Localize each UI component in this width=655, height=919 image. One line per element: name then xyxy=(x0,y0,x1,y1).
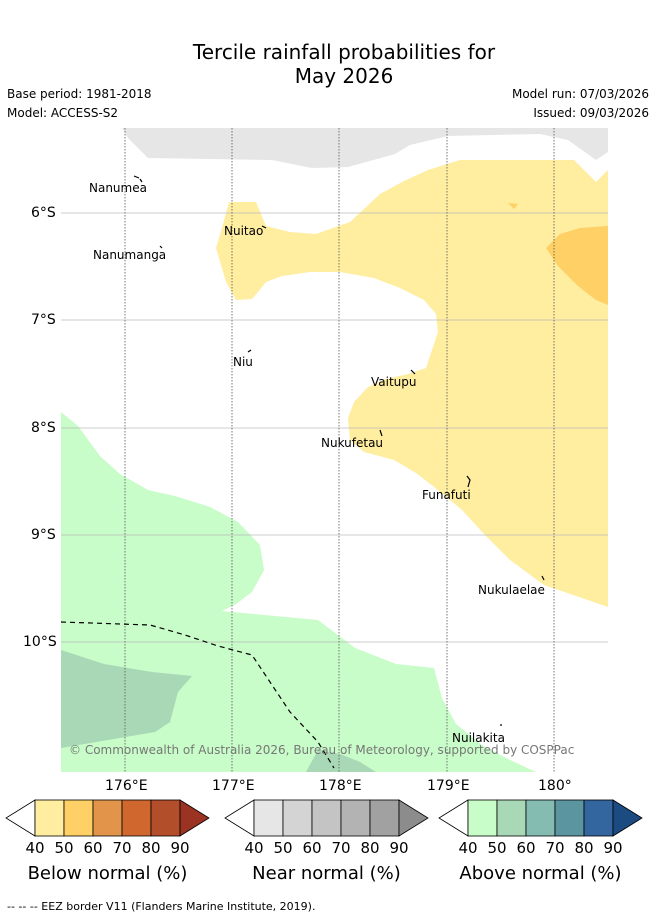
cb-near-tick: 40 xyxy=(244,839,264,857)
cb-near-tick: 80 xyxy=(360,839,380,857)
island-nuitao xyxy=(261,225,267,229)
lat-tick-9s: 9°S xyxy=(31,527,56,543)
cb-above-seg-2 xyxy=(496,799,527,837)
lat-tick-8s: 8°S xyxy=(31,420,56,436)
eez-legend-note: -- -- -- EEZ border V11 (Flanders Marine… xyxy=(7,900,316,913)
cb-below-label: Below normal (%) xyxy=(27,863,188,884)
copyright-notice: © Commonwealth of Australia 2026, Bureau… xyxy=(69,743,575,757)
island-outlines xyxy=(133,175,545,726)
cb-below-tick: 80 xyxy=(141,839,161,857)
cb-below-tick: 50 xyxy=(54,839,74,857)
lat-tick-7s: 7°S xyxy=(31,312,56,328)
cb-above-tick: 80 xyxy=(574,839,594,857)
below-normal-50-patch xyxy=(546,226,608,305)
cb-below-tick: 40 xyxy=(25,839,45,857)
cb-above-seg-5 xyxy=(583,799,614,837)
lat-tick-6s: 6°S xyxy=(31,205,56,221)
lat-gridlines xyxy=(61,212,608,643)
island-nukulaelae xyxy=(541,575,545,581)
cb-above-tick: 40 xyxy=(458,839,478,857)
cb-above-seg-4 xyxy=(554,799,585,837)
cb-near-tick: 90 xyxy=(389,839,409,857)
place-nanumea: Nanumea xyxy=(89,181,147,195)
colorbar-below-normal xyxy=(5,799,210,837)
map-title-line2: May 2026 xyxy=(294,64,394,88)
cb-above-right-tri xyxy=(612,799,643,837)
cb-near-seg-4 xyxy=(340,799,371,837)
island-nukufetau xyxy=(379,429,383,437)
above-normal-50-patch-south xyxy=(306,750,376,772)
below-normal-region xyxy=(216,160,608,607)
lon-tick-176e: 176°E xyxy=(105,778,148,794)
cb-above-left-tri xyxy=(438,799,469,837)
cb-below-seg-4 xyxy=(121,799,152,837)
lon-tick-179e: 179°E xyxy=(427,778,470,794)
model-run: Model run: 07/03/2026 xyxy=(511,87,649,101)
island-funafuti xyxy=(466,475,471,488)
cb-below-left-tri xyxy=(5,799,36,837)
cb-near-tick: 50 xyxy=(273,839,293,857)
island-nanumea xyxy=(133,175,143,183)
colorbar-near-normal xyxy=(224,799,429,837)
cb-near-label: Near normal (%) xyxy=(252,863,401,884)
cb-below-seg-1 xyxy=(34,799,65,837)
place-nukulaelae: Nukulaelae xyxy=(478,583,545,597)
base-period: Base period: 1981-2018 xyxy=(7,87,152,101)
cb-below-seg-5 xyxy=(150,799,181,837)
cb-near-left-tri xyxy=(224,799,255,837)
cb-above-tick: 60 xyxy=(516,839,536,857)
cb-near-seg-2 xyxy=(282,799,313,837)
cb-near-tick: 70 xyxy=(331,839,351,857)
cb-below-tick: 70 xyxy=(112,839,132,857)
lon-tick-178e: 178°E xyxy=(319,778,362,794)
cb-below-seg-3 xyxy=(92,799,123,837)
island-nanumanga xyxy=(159,245,163,249)
cb-above-tick: 70 xyxy=(545,839,565,857)
near-normal-region xyxy=(122,128,608,168)
cb-below-tick: 60 xyxy=(83,839,103,857)
colorbar-above-normal xyxy=(438,799,643,837)
cb-below-seg-2 xyxy=(63,799,94,837)
cb-near-tick: 60 xyxy=(302,839,322,857)
place-funafuti: Funafuti xyxy=(422,488,471,502)
place-vaitupu: Vaitupu xyxy=(371,375,417,389)
cb-above-tick: 50 xyxy=(487,839,507,857)
cb-above-seg-1 xyxy=(467,799,498,837)
lat-tick-10s: 10°S xyxy=(23,634,57,650)
eez-border xyxy=(61,621,335,769)
cb-above-seg-3 xyxy=(525,799,556,837)
issued-date: Issued: 09/03/2026 xyxy=(533,106,649,120)
below-normal-50-speck xyxy=(508,203,518,209)
above-normal-50-patch xyxy=(61,650,192,748)
cb-near-seg-5 xyxy=(369,799,400,837)
place-nuilakita: Nuilakita xyxy=(452,731,505,745)
cb-above-label: Above normal (%) xyxy=(459,863,622,884)
place-nanumanga: Nanumanga xyxy=(93,248,167,262)
island-niu xyxy=(247,349,252,353)
cb-above-tick: 90 xyxy=(603,839,623,857)
place-niu: Niu xyxy=(233,355,253,369)
lon-tick-180: 180° xyxy=(538,778,572,794)
cb-below-right-tri xyxy=(179,799,210,837)
lon-gridlines xyxy=(124,128,555,772)
model-name: Model: ACCESS-S2 xyxy=(7,106,119,120)
lon-tick-177e: 177°E xyxy=(212,778,255,794)
island-vaitupu xyxy=(410,369,416,375)
place-nukufetau: Nukufetau xyxy=(321,436,384,450)
cb-below-tick: 90 xyxy=(170,839,190,857)
cb-near-right-tri xyxy=(398,799,429,837)
map-title-line1: Tercile rainfall probabilities for xyxy=(192,40,496,64)
cb-near-seg-1 xyxy=(253,799,284,837)
place-nuitao: Nuitao xyxy=(224,224,264,238)
cb-near-seg-3 xyxy=(311,799,342,837)
